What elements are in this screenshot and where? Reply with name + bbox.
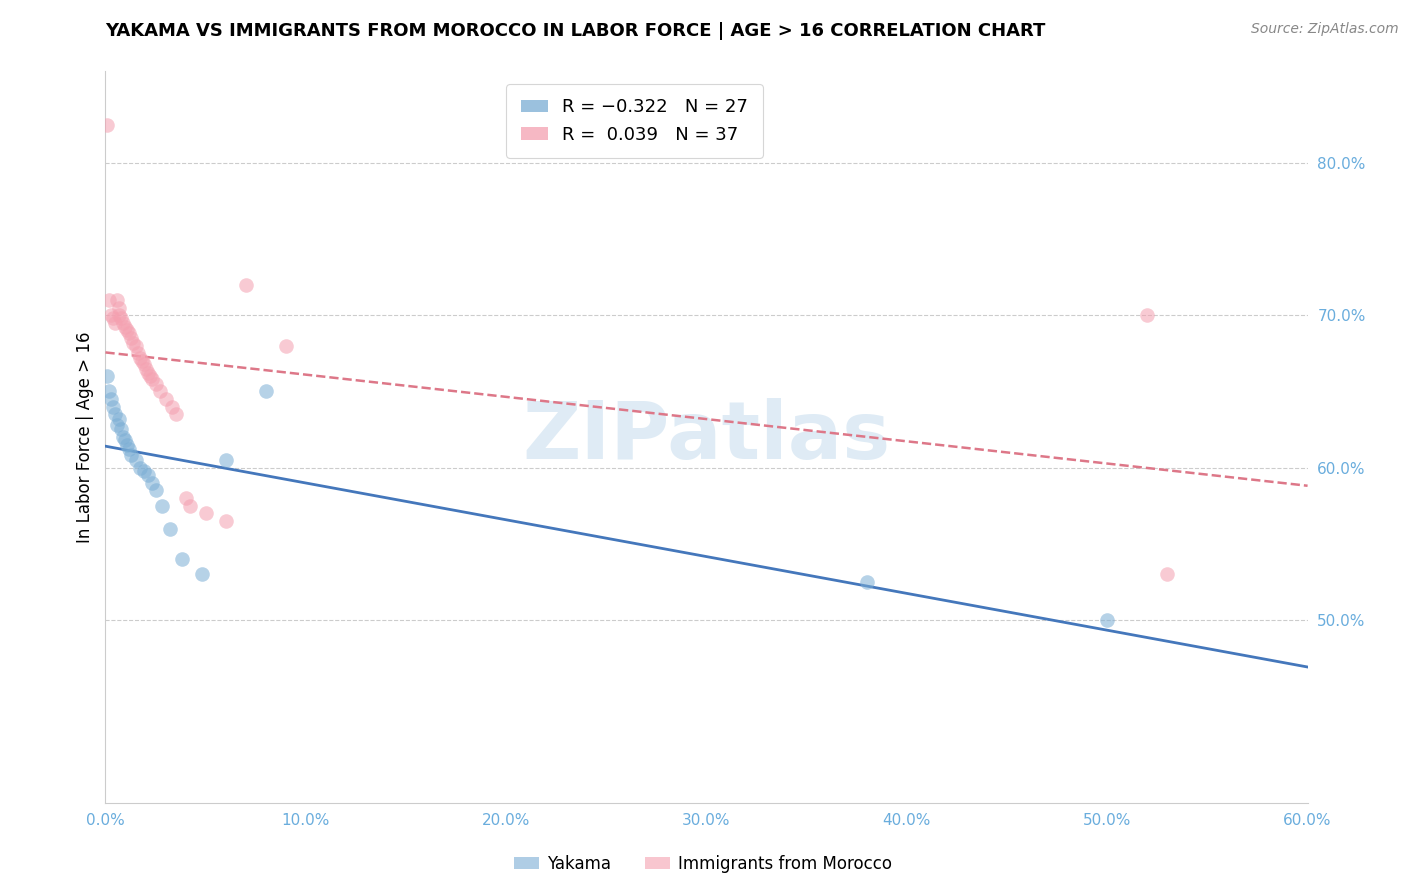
Point (112, 430, 135, 444)
Point (254, 384, 277, 399)
Point (165, 407, 187, 421)
Point (170, 552, 193, 566)
Point (118, 442, 141, 457)
Point (104, 407, 127, 421)
Point (145, 483, 167, 498)
Point (274, 339, 297, 353)
Point (855, 574, 877, 589)
Y-axis label: In Labor Force | Age > 16: In Labor Force | Age > 16 (76, 331, 94, 543)
Point (107, 417, 129, 432)
Text: Source: ZipAtlas.com: Source: ZipAtlas.com (1251, 22, 1399, 37)
Point (122, 335, 145, 350)
Point (131, 354, 153, 368)
Point (141, 475, 163, 490)
Point (1136, 308, 1159, 322)
Point (145, 376, 167, 391)
Point (107, 293, 129, 307)
Point (114, 320, 136, 334)
Point (235, 277, 257, 292)
Point (132, 357, 155, 371)
Point (108, 308, 131, 322)
Point (121, 449, 143, 463)
Point (117, 438, 139, 452)
Point (124, 339, 146, 353)
Point (128, 351, 150, 365)
Point (190, 567, 212, 582)
Point (148, 384, 170, 399)
Point (114, 433, 136, 447)
Text: YAKAMA VS IMMIGRANTS FROM MOROCCO IN LABOR FORCE | AGE > 16 CORRELATION CHART: YAKAMA VS IMMIGRANTS FROM MOROCCO IN LAB… (105, 22, 1046, 40)
Point (1156, 567, 1178, 582)
Point (108, 301, 131, 315)
Point (112, 316, 135, 330)
Point (103, 400, 125, 414)
Point (110, 311, 132, 326)
Point (124, 453, 146, 467)
Point (1097, 613, 1119, 627)
Point (138, 369, 160, 384)
Point (179, 499, 201, 513)
Point (150, 499, 173, 513)
Point (132, 464, 155, 478)
Point (136, 468, 159, 483)
Point (136, 366, 159, 380)
Point (160, 400, 183, 414)
Point (214, 453, 236, 467)
Point (155, 392, 177, 406)
Legend: Yakama, Immigrants from Morocco: Yakama, Immigrants from Morocco (508, 848, 898, 880)
Point (141, 372, 163, 386)
Point (100, 308, 122, 322)
Point (96, 118, 118, 132)
Point (121, 331, 143, 345)
Point (110, 422, 132, 436)
Point (214, 514, 236, 528)
Point (118, 326, 141, 341)
Point (103, 311, 125, 326)
Point (127, 346, 149, 360)
Point (96, 369, 118, 384)
Point (104, 316, 127, 330)
Point (174, 491, 197, 505)
Point (98, 293, 121, 307)
Point (117, 323, 139, 337)
Point (100, 392, 122, 406)
Point (194, 506, 217, 520)
Point (98, 384, 121, 399)
Point (108, 412, 131, 426)
Point (128, 460, 150, 475)
Legend: R = −0.322   N = 27, R =  0.039   N = 37: R = −0.322 N = 27, R = 0.039 N = 37 (506, 84, 762, 158)
Point (159, 521, 181, 535)
Text: ZIPatlas: ZIPatlas (523, 398, 890, 476)
Point (135, 361, 157, 376)
